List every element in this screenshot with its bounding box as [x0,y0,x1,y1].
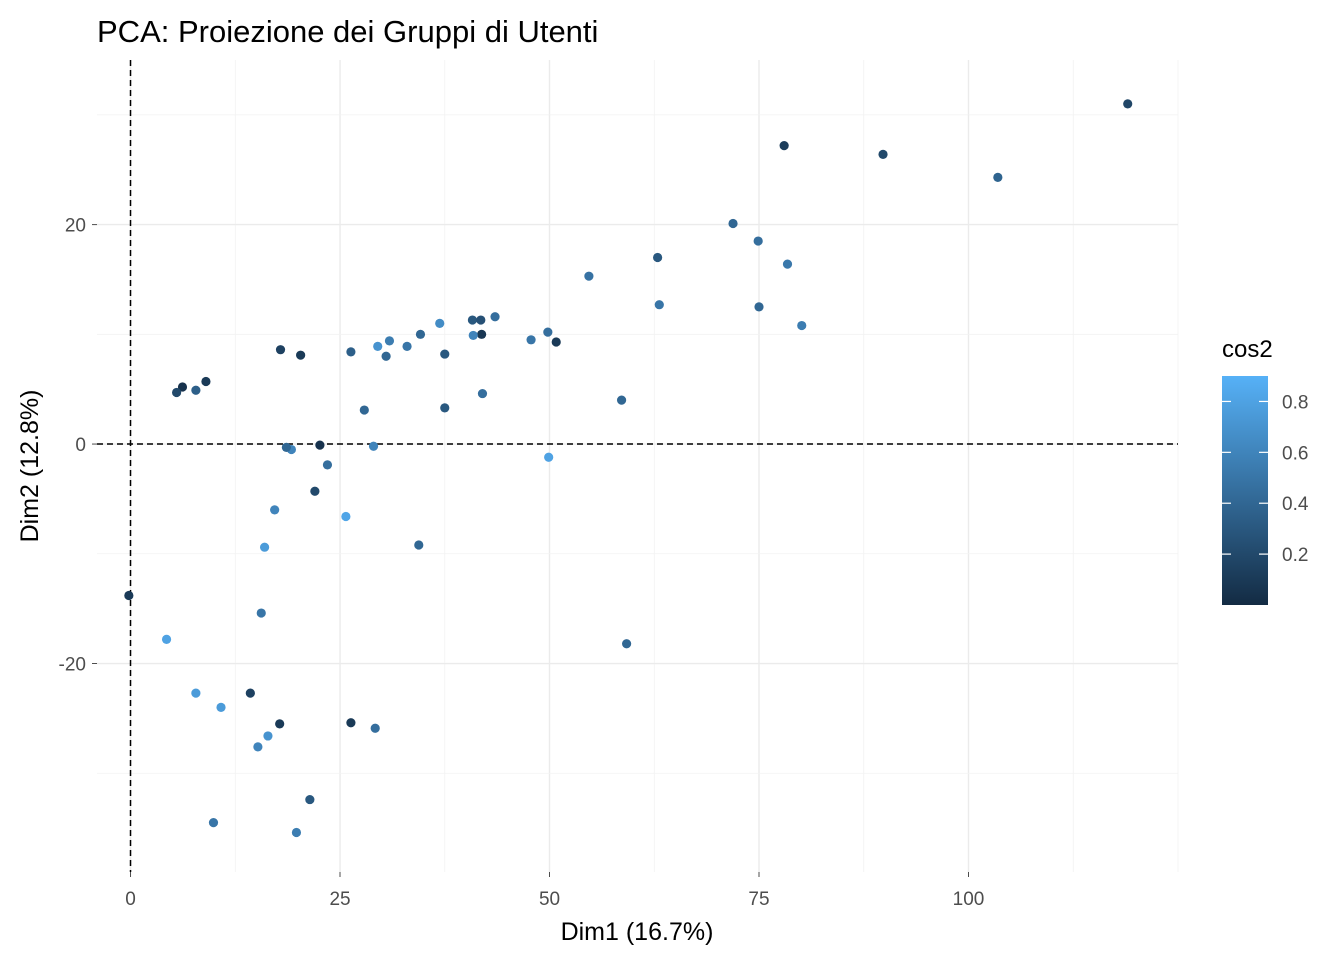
x-tick-label: 25 [329,889,350,910]
y-axis-title: Dim2 (12.8%) [16,390,44,543]
data-point [201,376,211,387]
data-point [616,395,627,405]
data-points [124,99,1133,838]
data-point [622,639,632,649]
data-point [341,511,351,522]
data-point [259,542,270,552]
data-point [373,341,383,351]
data-point [275,345,286,355]
y-tick-label: 20 [65,216,86,237]
data-point [346,718,356,728]
legend-ticks: 0.2 0.4 0.6 0.8 [1222,392,1309,566]
data-point [440,349,450,359]
data-point [993,172,1003,183]
data-point [526,335,536,345]
data-point [414,540,424,550]
data-point [402,341,412,351]
data-point [256,608,266,618]
legend-tick-label: 0.8 [1282,392,1308,413]
y-tick-label: -20 [59,655,86,676]
data-point [476,315,486,325]
data-point [468,330,478,341]
data-point [281,442,291,452]
legend-tick-label: 0.4 [1282,494,1309,515]
grid-lines [97,60,1179,872]
chart-title: PCA: Proiezione dei Gruppi di Utenti [97,14,598,49]
x-tick-label: 0 [125,889,136,910]
data-point [551,337,561,347]
data-point [275,719,285,729]
data-point [296,350,306,360]
legend-colorbar [1222,376,1268,605]
data-point [310,486,320,496]
data-point [384,336,395,346]
data-point [315,440,325,450]
data-point [191,385,201,395]
color-legend: cos2 0.2 0.4 0.6 0.8 [1222,336,1309,605]
data-point [208,818,219,828]
y-tick-label: 0 [75,435,86,456]
data-point [270,505,280,515]
data-point [305,794,315,805]
x-axis-title: Dim1 (16.7%) [561,918,714,946]
data-point [477,388,488,399]
data-point [415,329,426,339]
axis-ticks: 0 25 50 75 100 -20 0 20 [59,216,985,910]
data-point [440,403,450,413]
data-point [245,688,255,698]
data-point [291,827,302,838]
data-point [381,351,391,361]
legend-title: cos2 [1222,336,1273,363]
data-point [216,702,226,713]
data-point [728,218,738,229]
data-point [584,271,594,281]
data-point [124,590,134,601]
data-point [253,742,263,752]
data-point [368,441,379,451]
data-point [346,347,356,357]
data-point [753,236,763,246]
data-point [543,327,553,337]
data-point [797,320,807,331]
legend-tick-label: 0.2 [1282,545,1308,566]
data-point [654,300,664,310]
data-point [435,318,445,328]
x-tick-label: 50 [539,889,560,910]
data-point [754,302,764,312]
data-point [878,149,888,159]
x-tick-label: 100 [953,889,985,910]
data-point [467,315,478,325]
data-point [490,312,500,322]
data-point [544,452,554,462]
data-point [359,405,369,415]
data-point [370,723,380,733]
reference-lines [97,60,1178,872]
data-point [191,688,201,698]
data-point [1123,99,1133,109]
data-point [782,259,793,269]
data-point [172,387,182,398]
data-point [653,252,663,263]
data-point [322,460,333,470]
data-point [477,329,487,339]
data-point [779,140,789,151]
data-point [161,634,172,644]
data-point [263,731,273,741]
legend-tick-label: 0.6 [1282,443,1308,464]
x-tick-label: 75 [748,889,769,910]
data-point [177,382,188,392]
